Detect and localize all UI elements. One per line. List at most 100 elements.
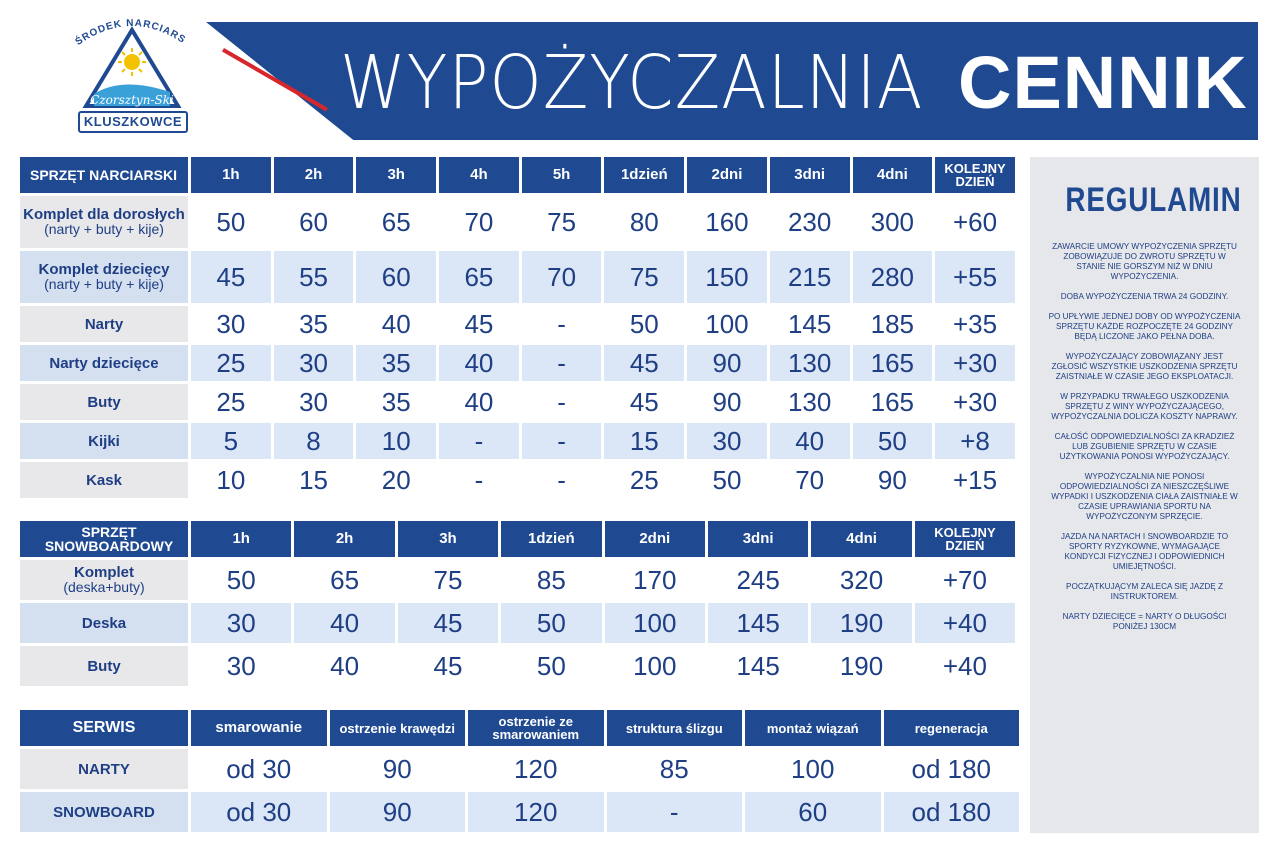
ski-row-name: Komplet dziecięcy xyxy=(38,261,170,278)
service-price-cell: 90 xyxy=(382,753,412,784)
service-col-header: struktura ślizgu xyxy=(606,710,742,746)
snowboard-price-cell: 40 xyxy=(330,650,360,681)
regulamin-paragraph: Narty dziecięce = narty o długości poniż… xyxy=(1062,612,1227,631)
logo-name: KLUSZKOWCE xyxy=(78,111,188,133)
ski-col-header: 2h xyxy=(273,157,354,193)
ski-price-cell: +15 xyxy=(952,464,998,495)
snowboard-row-label: Deska xyxy=(20,603,188,643)
snowboard-row-name: Deska xyxy=(81,614,127,632)
ski-price-cell: +35 xyxy=(952,308,998,339)
service-price-cell: od 180 xyxy=(883,792,1019,832)
ski-price-cell: 60 xyxy=(356,251,437,303)
ski-col-header: 3h xyxy=(356,157,437,193)
ski-price-cell: - xyxy=(521,423,602,459)
service-row-label: SNOWBOARD xyxy=(20,792,188,832)
snowboard-price-cell: 50 xyxy=(536,650,566,681)
ski-price-cell: 30 xyxy=(273,345,354,381)
snowboard-table-header: SPRZĘT SNOWBOARDOWY xyxy=(20,521,188,557)
snowboard-price-cell: +40 xyxy=(942,650,987,681)
ski-row-name: Komplet dla dorosłych xyxy=(23,206,185,223)
snowboard-price-cell: 65 xyxy=(330,564,360,595)
service-price-cell: 120 xyxy=(468,792,604,832)
ski-price-cell: 130 xyxy=(769,345,850,381)
ski-price-cell: 30 xyxy=(687,423,767,459)
snowboard-price-cell: 170 xyxy=(633,564,677,595)
ski-price-cell: 35 xyxy=(356,345,437,381)
service-price-cell: - xyxy=(606,792,742,832)
snowboard-col-header: 2h xyxy=(294,521,395,557)
regulamin-paragraph: Początkującym zaleca się jazdę z instruk… xyxy=(1066,582,1223,601)
ski-price-cell: 40 xyxy=(439,345,519,381)
regulamin-paragraph: Po upływie jednej doby od wypożyczenia s… xyxy=(1048,312,1241,341)
ski-table-header: SPRZĘT NARCIARSKI xyxy=(20,157,188,193)
ski-price-cell: 20 xyxy=(381,464,411,495)
ski-price-cell: 90 xyxy=(877,464,907,495)
ski-price-cell: 165 xyxy=(852,345,933,381)
ski-row-label: Komplet dziecięcy (narty + buty + kije) xyxy=(20,251,188,303)
snowboard-price-cell: 190 xyxy=(811,603,912,643)
ski-price-cell: +60 xyxy=(952,206,998,237)
title-banner xyxy=(206,22,1258,140)
ski-row-name: Kijki xyxy=(88,432,120,450)
ski-price-cell: +55 xyxy=(935,251,1015,303)
snowboard-price-cell: 190 xyxy=(839,650,884,681)
ski-row-label: Kijki xyxy=(20,423,188,459)
ski-price-cell: 45 xyxy=(629,386,659,417)
service-price-cell: 60 xyxy=(745,792,881,832)
snowboard-col-header: KOLEJNY DZIEŃ xyxy=(914,521,1016,557)
ski-price-cell: 15 xyxy=(299,464,328,495)
ski-price-cell: 50 xyxy=(712,464,742,495)
snowboard-price-cell: 30 xyxy=(226,650,256,681)
ski-price-cell: 215 xyxy=(769,251,850,303)
ski-price-cell: 40 xyxy=(381,308,411,339)
regulamin-paragraph: Wypożyczający zobowiązany jest zgłosić w… xyxy=(1051,352,1238,381)
ski-price-cell: 50 xyxy=(629,308,659,339)
ski-price-cell: - xyxy=(557,386,566,417)
ski-col-header: 4h xyxy=(439,157,519,193)
ski-price-cell: 8 xyxy=(273,423,354,459)
snowboard-price-cell: +40 xyxy=(914,603,1016,643)
ski-price-cell: - xyxy=(474,464,484,495)
ski-price-cell: 75 xyxy=(604,251,685,303)
snowboard-price-cell: 100 xyxy=(633,650,677,681)
ski-price-cell: 65 xyxy=(439,251,519,303)
ski-price-cell: 70 xyxy=(795,464,825,495)
ski-price-cell: 75 xyxy=(547,206,577,237)
ski-price-cell: 185 xyxy=(870,308,915,339)
ski-col-header: 5h xyxy=(521,157,602,193)
ski-price-cell: 5 xyxy=(191,423,271,459)
snowboard-price-cell: 100 xyxy=(604,603,705,643)
service-price-cell: od 30 xyxy=(226,753,292,784)
regulamin-paragraph: Wypożyczalnia nie ponosi odpowiedzialnoś… xyxy=(1051,472,1238,521)
service-price-cell: od 30 xyxy=(191,792,327,832)
ski-price-cell: 30 xyxy=(299,386,328,417)
snowboard-price-table: SPRZĘT SNOWBOARDOWY 1h 2h 3h 1dzień 2dni 3dni… xyxy=(20,521,1018,686)
snowboard-price-cell: 320 xyxy=(839,564,884,595)
ski-price-cell: 150 xyxy=(687,251,767,303)
ski-row-label: Narty xyxy=(20,306,188,342)
snowboard-row-name: Komplet xyxy=(74,564,134,581)
ski-price-cell: 50 xyxy=(216,206,246,237)
snowboard-row-subtitle: (deska+buty) xyxy=(63,579,145,595)
ski-price-cell: 80 xyxy=(629,206,659,237)
snowboard-price-cell: 50 xyxy=(501,603,602,643)
ski-row-label: Narty dziecięce xyxy=(20,345,188,381)
service-col-header: smarowanie xyxy=(191,710,327,746)
snowboard-price-cell: +70 xyxy=(942,564,987,595)
regulamin-paragraph: Doba wypożyczenia trwa 24 godziny. xyxy=(1060,292,1229,301)
snowboard-row-name: Buty xyxy=(87,657,121,675)
snowboard-col-header: 2dni xyxy=(604,521,705,557)
ski-row-subtitle: (narty + buty + kije) xyxy=(44,221,164,237)
service-col-header: montaż wiązań xyxy=(745,710,881,746)
ski-price-cell: 15 xyxy=(604,423,685,459)
service-col-header: ostrzenie ze smarowaniem xyxy=(468,710,604,746)
ski-row-name: Kask xyxy=(86,471,122,489)
ski-price-cell: - xyxy=(439,423,519,459)
ski-price-cell: - xyxy=(557,464,566,495)
ski-price-cell: +30 xyxy=(935,345,1015,381)
logo-script-text: Czorsztyn-Ski xyxy=(90,93,174,107)
ski-price-cell: +30 xyxy=(952,386,998,417)
snowboard-price-cell: 40 xyxy=(294,603,395,643)
service-row-label: NARTY xyxy=(20,749,188,789)
ski-price-cell: 45 xyxy=(604,345,685,381)
